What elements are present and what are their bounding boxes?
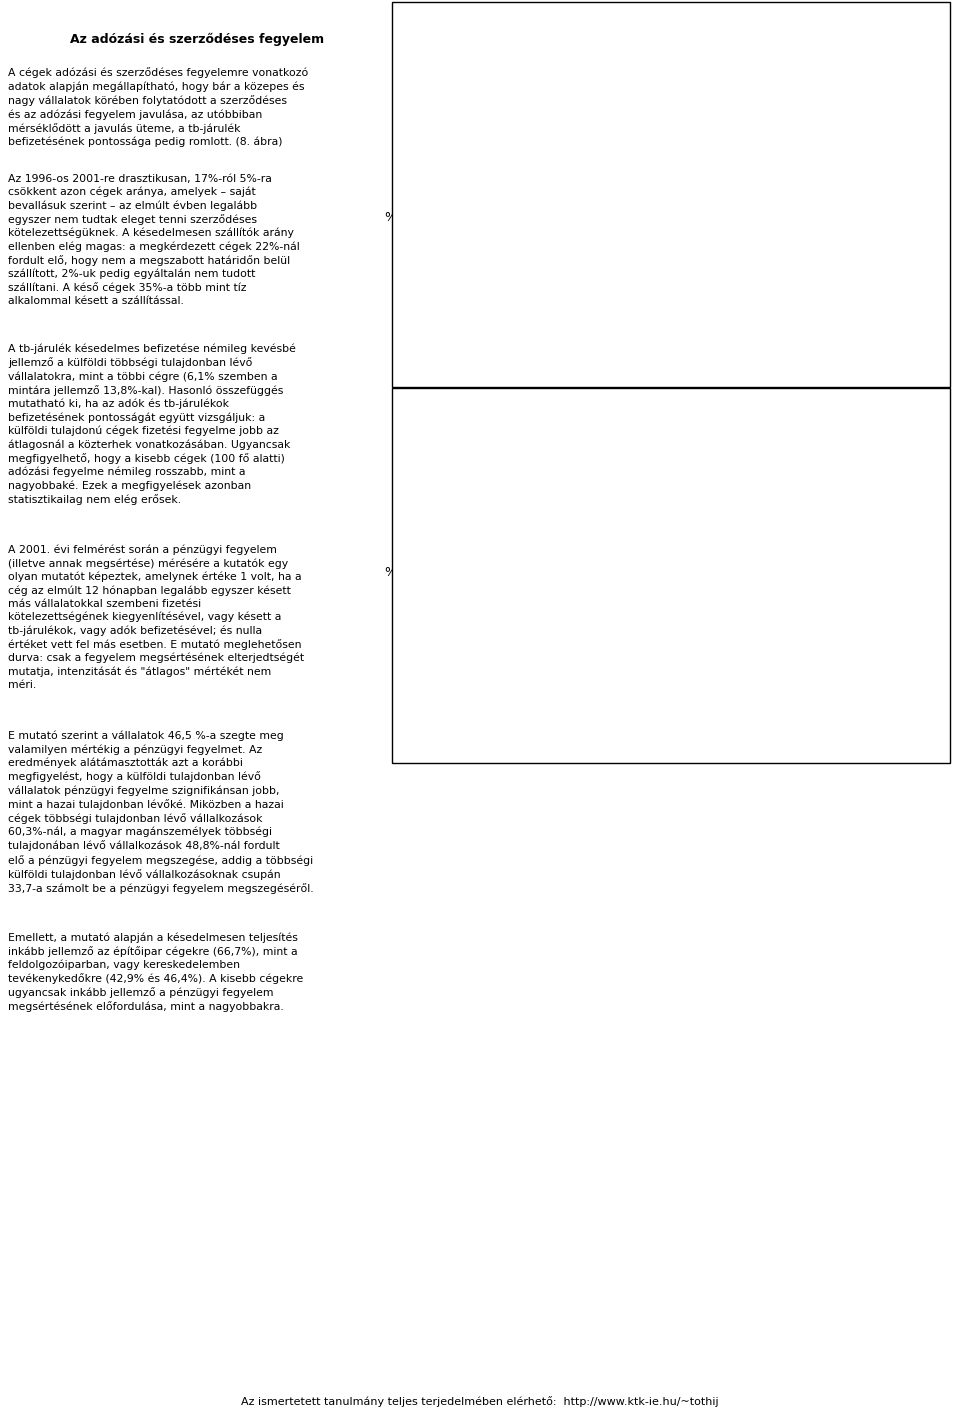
Text: A tb-járulék késedelmes befizetése némileg kevésbé
jellemző a külföldi többségi : A tb-járulék késedelmes befizetése némil… <box>8 344 296 504</box>
Text: Az adózási és szerződéses fegyelem: Az adózási és szerződéses fegyelem <box>70 33 324 45</box>
Text: A versenytársak rejtett gazdaságban való
tevékenységének hatása a cég versenyhel: A versenytársak rejtett gazdaságban való… <box>492 718 865 747</box>
Y-axis label: %: % <box>385 210 396 225</box>
Y-axis label: %: % <box>385 566 396 578</box>
Legend: szerződéses kötelezettség megszegése, késés a tb járulék befizetésével, elmúlt 2: szerződéses kötelezettség megszegése, ké… <box>427 344 684 391</box>
Text: Az 1996-os 2001-re drasztikusan, 17%-ról 5%-ra
csökkent azon cégek aránya, amely: Az 1996-os 2001-re drasztikusan, 17%-ról… <box>8 173 300 307</box>
Text: Az ismertetett tanulmány teljes terjedelmében elérhető:  http://www.ktk-ie.hu/~t: Az ismertetett tanulmány teljes terjedel… <box>241 1395 719 1407</box>
Text: 9. Ábra: A versenytársak rejtett
gazdaságban való tevékenységének hatása a
cég v: 9. Ábra: A versenytársak rejtett gazdasá… <box>519 402 838 450</box>
Text: Emellett, a mutató alapján a késedelmesen teljesítés
inkább jellemző az építőipa: Emellett, a mutató alapján a késedelmese… <box>8 932 303 1013</box>
Text: A cégek adózási és szerződéses fegyelemre vonatkozó
adatok alapján megállapíthat: A cégek adózási és szerződéses fegyelemr… <box>8 68 308 148</box>
Text: E mutató szerint a vállalatok 46,5 %-a szegte meg
valamilyen mértékig a pénzügyi: E mutató szerint a vállalatok 46,5 %-a s… <box>8 730 314 894</box>
Text: A rejtett gazdaság elterjedtségével kapcsolatos vélemények
változásai reális fol: A rejtett gazdaság elterjedtségével kapc… <box>392 421 741 514</box>
Text: A kutatás eredményei szerint a rejtett gazdaság okozta
negatív hatások kevésbé é: A kutatás eredményei szerint a rejtett g… <box>392 121 722 212</box>
Text: A 2001. évi felmérést során a pénzügyi fegyelem
(illetve annak megsértése) mérés: A 2001. évi felmérést során a pénzügyi f… <box>8 546 304 689</box>
Text: 8. Ábra: Szerződéses kötelezettségeit
megszegő, illetve az adó- és járulékfizeté: 8. Ábra: Szerződéses kötelezettségeit me… <box>526 20 831 87</box>
